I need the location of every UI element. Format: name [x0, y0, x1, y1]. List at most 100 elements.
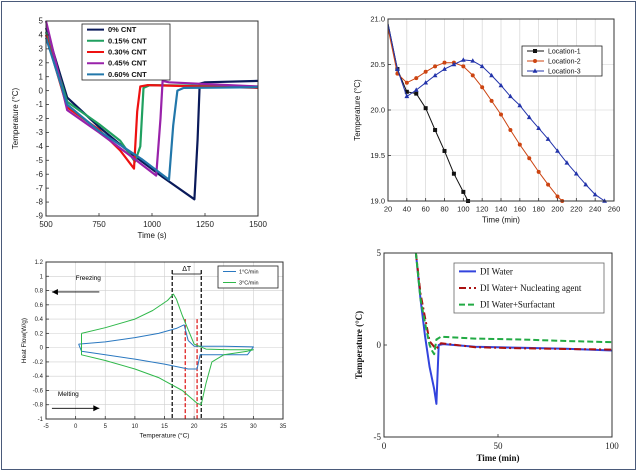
- legend-box: [453, 262, 605, 314]
- y-tick-label: -8: [36, 198, 44, 207]
- data-point-circle: [470, 73, 475, 78]
- data-point-circle: [423, 69, 428, 74]
- x-tick-label: 35: [280, 424, 287, 430]
- y-axis-label: Temperature (°C): [353, 79, 362, 141]
- data-point-triangle: [413, 87, 419, 92]
- x-tick-label: 60: [421, 205, 429, 214]
- data-point-circle: [442, 60, 447, 65]
- x-axis-label: Time (min): [476, 453, 519, 463]
- y-tick-label: 5: [39, 17, 44, 26]
- x-tick-label: 30: [250, 424, 257, 430]
- y-tick-label: 0.2: [35, 331, 44, 337]
- y-tick-label: -5: [36, 156, 44, 165]
- data-point-triangle: [573, 171, 579, 176]
- data-point-triangle: [498, 82, 504, 88]
- y-axis-label: Heat Flow(W/g): [21, 318, 28, 363]
- x-tick-label: 500: [39, 220, 53, 229]
- series-line-3: [414, 252, 613, 356]
- y-tick-label: 21.0: [370, 15, 385, 24]
- data-point-triangle: [432, 72, 438, 78]
- legend-marker: [533, 49, 537, 53]
- x-tick-label: 220: [570, 205, 583, 214]
- x-tick-label: 100: [457, 205, 470, 214]
- y-tick-label: 5: [377, 248, 382, 258]
- x-tick-label: 0: [382, 441, 387, 451]
- x-tick-label: 80: [440, 205, 448, 214]
- data-point-square: [451, 171, 456, 176]
- legend-label: Location-3: [548, 68, 581, 75]
- series-line-4: [44, 20, 259, 177]
- y-tick-label: 0.8: [35, 289, 44, 295]
- data-point-square: [423, 106, 428, 111]
- y-tick-label: -5: [374, 432, 382, 442]
- freezing-arrow-head: [51, 288, 58, 295]
- y-tick-label: -0.6: [33, 388, 44, 394]
- y-tick-label: 19.5: [370, 151, 385, 160]
- data-point-square: [442, 148, 447, 153]
- series-line-2: [81, 293, 254, 406]
- data-point-circle: [461, 64, 466, 69]
- x-tick-label: 50: [494, 441, 504, 451]
- legend-marker: [532, 68, 538, 73]
- data-point-circle: [404, 80, 409, 85]
- legend-label: Location-2: [548, 58, 581, 65]
- data-point-circle: [508, 128, 513, 133]
- series-line-1: [414, 252, 613, 405]
- series-line-2: [414, 252, 613, 351]
- legend-label: Location-1: [548, 48, 581, 55]
- x-tick-label: 5: [104, 424, 108, 430]
- legend-marker: [533, 59, 537, 63]
- x-tick-label: 140: [495, 205, 508, 214]
- data-point-triangle: [536, 125, 542, 130]
- data-point-circle: [489, 98, 494, 103]
- y-tick-label: -9: [36, 212, 44, 221]
- y-tick-label: 0: [377, 340, 382, 350]
- x-axis-label: Temperature (°C): [140, 432, 190, 440]
- y-tick-label: 3: [39, 45, 44, 54]
- y-tick-label: -1: [38, 417, 44, 423]
- x-tick-label: 160: [514, 205, 527, 214]
- data-point-triangle: [517, 102, 523, 108]
- legend-label: 0.15% CNT: [108, 36, 147, 45]
- legend-label: DI Water: [480, 266, 513, 276]
- data-point-triangle: [479, 63, 485, 69]
- y-tick-label: -0.8: [33, 403, 44, 409]
- x-tick-label: -5: [43, 424, 49, 430]
- data-point-square: [414, 91, 419, 96]
- data-point-circle: [536, 169, 541, 174]
- y-tick-label: -7: [36, 184, 44, 193]
- data-point-triangle: [564, 160, 570, 165]
- melting-arrow-head: [93, 405, 100, 412]
- legend-label: 1°C/min: [239, 269, 259, 275]
- x-tick-label: 40: [403, 205, 411, 214]
- legend-label: DI Water+Surfactant: [480, 300, 555, 310]
- data-point-circle: [546, 182, 551, 187]
- data-point-triangle: [583, 182, 589, 187]
- x-tick-label: 25: [220, 424, 227, 430]
- freezing-label: Freezing: [76, 275, 102, 282]
- y-tick-label: 1: [39, 72, 44, 81]
- y-tick-label: 20.0: [370, 106, 385, 115]
- y-tick-label: 0.6: [35, 303, 44, 309]
- legend-label: 0.45% CNT: [108, 59, 147, 68]
- data-point-circle: [517, 142, 522, 147]
- y-tick-label: -4: [36, 142, 44, 151]
- legend-label: 0.60% CNT: [108, 70, 147, 79]
- legend-label: 0% CNT: [108, 25, 137, 34]
- data-point-triangle: [451, 61, 457, 67]
- data-point-triangle: [442, 66, 447, 71]
- data-point-triangle: [395, 66, 400, 71]
- x-axis-label: Time (min): [482, 216, 520, 225]
- y-tick-label: 20.5: [370, 60, 385, 69]
- delta-label: ΔT: [182, 266, 192, 273]
- data-point-triangle: [508, 93, 513, 99]
- x-tick-label: 1500: [249, 220, 267, 229]
- data-point-circle: [499, 112, 503, 117]
- x-tick-label: 240: [589, 205, 602, 214]
- y-tick-label: 2: [39, 58, 44, 67]
- y-tick-label: -0.2: [33, 360, 44, 366]
- data-point-triangle: [592, 192, 598, 197]
